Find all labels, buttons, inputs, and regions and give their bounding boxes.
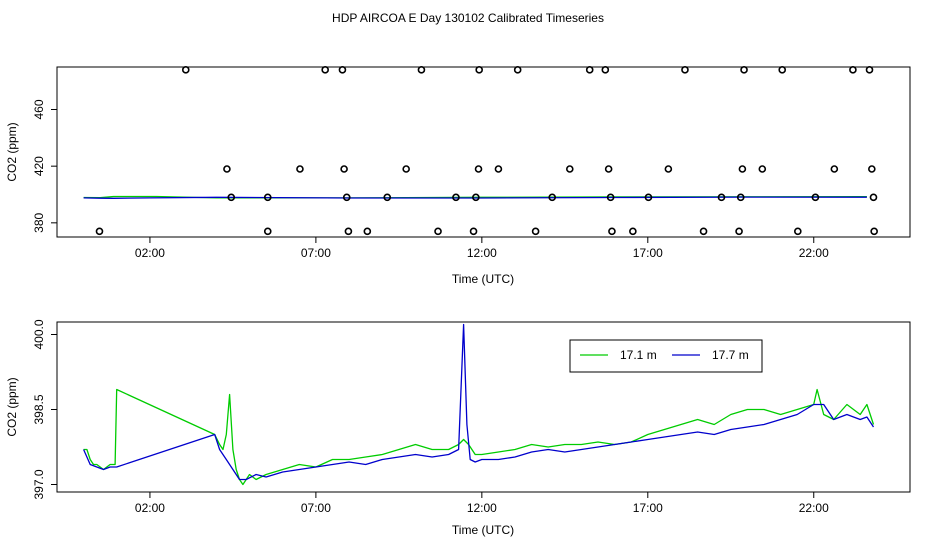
legend-label-17-7m: 17.7 m bbox=[712, 348, 749, 362]
data-point bbox=[604, 165, 613, 173]
data-point bbox=[321, 66, 329, 74]
data-point bbox=[758, 165, 767, 173]
data-point bbox=[531, 227, 540, 236]
data-point bbox=[738, 165, 747, 173]
data-point bbox=[342, 193, 351, 202]
y-tick-label: 460 bbox=[32, 99, 46, 119]
data-point bbox=[263, 227, 272, 236]
data-point bbox=[227, 193, 236, 202]
top-plot-frame bbox=[56, 66, 911, 238]
data-point bbox=[865, 66, 874, 74]
data-point bbox=[740, 66, 748, 74]
data-point bbox=[434, 227, 442, 236]
x-tick-label: 07:00 bbox=[301, 501, 331, 515]
bottom-x-axis: 02:00 07:00 12:00 17:00 22:00 bbox=[135, 492, 829, 515]
series-line-17-7-m bbox=[83, 323, 875, 481]
figure-title: HDP AIRCOA E Day 130102 Calibrated Times… bbox=[332, 11, 604, 25]
data-point bbox=[402, 165, 410, 173]
data-point bbox=[606, 193, 615, 202]
data-point bbox=[717, 193, 726, 202]
bottom-y-axis-label: CO2 (ppm) bbox=[5, 377, 19, 436]
data-point bbox=[494, 165, 503, 173]
data-point bbox=[565, 165, 574, 173]
y-tick-label: 380 bbox=[32, 213, 46, 233]
x-tick-label: 17:00 bbox=[633, 501, 663, 515]
data-point bbox=[585, 66, 594, 74]
x-tick-label: 22:00 bbox=[799, 246, 829, 260]
data-point bbox=[830, 165, 839, 173]
data-point bbox=[736, 193, 745, 202]
data-point bbox=[472, 193, 480, 202]
data-point bbox=[296, 165, 304, 173]
top-y-axis: 380 420 460 bbox=[32, 99, 57, 233]
top-x-axis: 02:00 07:00 12:00 17:00 22:00 bbox=[135, 237, 829, 260]
x-tick-label: 22:00 bbox=[799, 501, 829, 515]
data-point bbox=[664, 165, 673, 173]
data-point bbox=[794, 227, 802, 236]
y-tick-label: 400.0 bbox=[32, 319, 46, 349]
bottom-x-axis-label: Time (UTC) bbox=[452, 523, 514, 537]
x-tick-label: 12:00 bbox=[467, 501, 497, 515]
bottom-y-axis: 397.0 398.5 400.0 bbox=[32, 319, 57, 500]
bottom-plot-frame bbox=[56, 321, 911, 493]
y-tick-label: 398.5 bbox=[32, 394, 46, 424]
data-point bbox=[363, 227, 372, 236]
data-point bbox=[849, 66, 857, 74]
data-point bbox=[338, 66, 347, 74]
data-point bbox=[340, 165, 348, 173]
x-tick-label: 12:00 bbox=[467, 246, 497, 260]
data-point bbox=[735, 227, 743, 236]
data-point bbox=[608, 227, 616, 236]
data-point bbox=[778, 66, 787, 74]
data-point bbox=[475, 66, 483, 74]
bottom-line-panel: 02:00 07:00 12:00 17:00 22:00 397.0 398.5 400.… bbox=[5, 319, 911, 537]
data-point bbox=[417, 66, 426, 74]
data-point bbox=[644, 193, 653, 202]
data-point bbox=[95, 227, 104, 236]
x-tick-label: 17:00 bbox=[633, 246, 663, 260]
x-tick-label: 02:00 bbox=[135, 501, 165, 515]
series-line-17-1-m bbox=[83, 388, 875, 486]
data-point bbox=[629, 227, 637, 236]
data-point bbox=[601, 66, 610, 74]
data-point bbox=[452, 193, 460, 202]
series-line-17-7-m bbox=[83, 196, 867, 199]
data-point bbox=[868, 165, 876, 173]
data-point bbox=[869, 193, 878, 202]
data-point bbox=[474, 165, 483, 173]
data-point bbox=[681, 66, 689, 74]
top-series-lines bbox=[83, 195, 867, 199]
data-point bbox=[469, 227, 478, 236]
y-tick-label: 420 bbox=[32, 156, 46, 176]
data-point bbox=[263, 193, 272, 202]
data-point bbox=[811, 193, 820, 202]
data-point bbox=[699, 227, 708, 236]
top-y-axis-label: CO2 (ppm) bbox=[5, 122, 19, 181]
data-point bbox=[548, 193, 557, 202]
bottom-series-lines bbox=[83, 323, 875, 486]
data-point bbox=[223, 165, 231, 173]
y-tick-label: 397.0 bbox=[32, 469, 46, 499]
top-scatter-panel: 02:00 07:00 12:00 17:00 22:00 380 420 460 Time… bbox=[5, 66, 911, 286]
legend: 17.1 m 17.7 m bbox=[569, 339, 763, 373]
legend-label-17-1m: 17.1 m bbox=[620, 348, 657, 362]
legend-box bbox=[569, 339, 763, 373]
x-tick-label: 07:00 bbox=[301, 246, 331, 260]
x-tick-label: 02:00 bbox=[135, 246, 165, 260]
data-point bbox=[513, 66, 522, 74]
data-point bbox=[383, 193, 392, 202]
top-x-axis-label: Time (UTC) bbox=[452, 272, 514, 286]
data-point bbox=[181, 66, 190, 74]
data-point bbox=[870, 227, 878, 236]
data-point bbox=[344, 227, 353, 236]
top-points bbox=[95, 66, 878, 236]
